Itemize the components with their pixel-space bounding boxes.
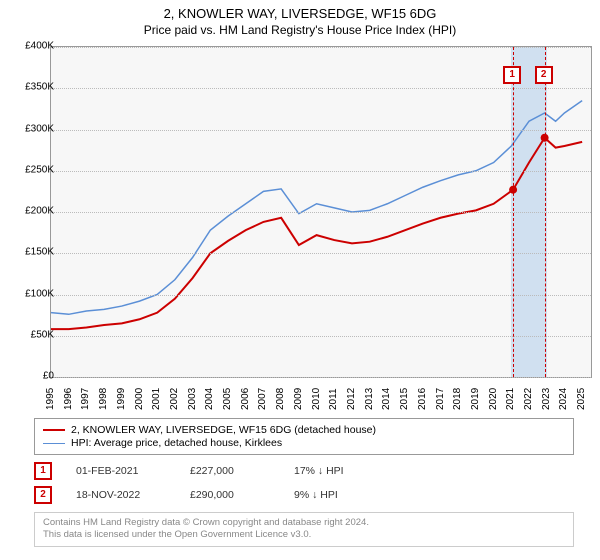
y-tick-label: £200K [10,206,54,217]
attribution-line: Contains HM Land Registry data © Crown c… [43,517,565,529]
legend-row: 2, KNOWLER WAY, LIVERSEDGE, WF15 6DG (de… [43,424,565,436]
sale-marker-icon: 2 [34,486,52,504]
x-tick-label: 2001 [151,388,162,410]
chart-title: 2, KNOWLER WAY, LIVERSEDGE, WF15 6DG [0,0,600,21]
x-tick-label: 2004 [204,388,215,410]
x-tick-label: 2018 [452,388,463,410]
sales-table: 1 01-FEB-2021 £227,000 17% ↓ HPI 2 18-NO… [34,462,574,510]
x-tick-label: 2017 [435,388,446,410]
x-tick-label: 2012 [346,388,357,410]
x-tick-label: 2022 [523,388,534,410]
sale-delta: 17% ↓ HPI [294,465,344,477]
x-tick-label: 2025 [576,388,587,410]
x-tick-label: 2023 [541,388,552,410]
sale-row: 2 18-NOV-2022 £290,000 9% ↓ HPI [34,486,574,504]
x-tick-label: 1998 [98,388,109,410]
x-tick-label: 1997 [80,388,91,410]
x-tick-label: 2016 [417,388,428,410]
y-tick-label: £50K [10,329,54,340]
legend-swatch [43,443,65,444]
x-tick-label: 1996 [63,388,74,410]
sale-date: 18-NOV-2022 [76,489,166,501]
y-tick-label: £150K [10,247,54,258]
x-tick-label: 2002 [169,388,180,410]
x-tick-label: 2020 [488,388,499,410]
plot-area [50,46,592,378]
legend: 2, KNOWLER WAY, LIVERSEDGE, WF15 6DG (de… [34,418,574,455]
attribution: Contains HM Land Registry data © Crown c… [34,512,574,547]
x-tick-label: 2007 [257,388,268,410]
legend-label: HPI: Average price, detached house, Kirk… [71,437,282,449]
price-chart: 2, KNOWLER WAY, LIVERSEDGE, WF15 6DG Pri… [0,0,600,560]
x-tick-label: 2024 [558,388,569,410]
x-tick-label: 2003 [187,388,198,410]
legend-row: HPI: Average price, detached house, Kirk… [43,437,565,449]
sale-price: £227,000 [190,465,270,477]
x-tick-label: 2005 [222,388,233,410]
y-tick-label: £300K [10,123,54,134]
chart-subtitle: Price paid vs. HM Land Registry's House … [0,23,600,37]
sale-row: 1 01-FEB-2021 £227,000 17% ↓ HPI [34,462,574,480]
x-tick-label: 2021 [505,388,516,410]
x-tick-label: 1995 [45,388,56,410]
x-tick-label: 2013 [364,388,375,410]
y-tick-label: £250K [10,164,54,175]
x-tick-label: 2010 [311,388,322,410]
attribution-line: This data is licensed under the Open Gov… [43,529,565,541]
sale-delta: 9% ↓ HPI [294,489,338,501]
x-tick-label: 1999 [116,388,127,410]
x-tick-label: 2009 [293,388,304,410]
sale-price: £290,000 [190,489,270,501]
x-tick-label: 2019 [470,388,481,410]
y-tick-label: £350K [10,82,54,93]
y-tick-label: £400K [10,41,54,52]
sale-marker-icon: 1 [34,462,52,480]
legend-label: 2, KNOWLER WAY, LIVERSEDGE, WF15 6DG (de… [71,424,376,436]
x-tick-label: 2000 [134,388,145,410]
y-tick-label: £0 [10,371,54,382]
y-tick-label: £100K [10,288,54,299]
x-tick-label: 2006 [240,388,251,410]
sale-marker-icon: 1 [503,66,521,84]
x-tick-label: 2015 [399,388,410,410]
legend-swatch [43,429,65,431]
sale-marker-icon: 2 [535,66,553,84]
x-tick-label: 2008 [275,388,286,410]
x-tick-label: 2014 [381,388,392,410]
sale-date: 01-FEB-2021 [76,465,166,477]
x-tick-label: 2011 [328,388,339,410]
